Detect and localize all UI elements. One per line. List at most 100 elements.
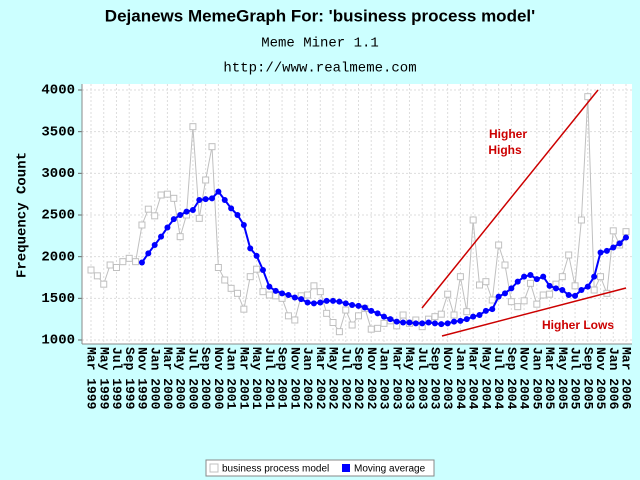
x-tick-label: Jan 2006 (606, 347, 621, 410)
chart-title: Dejanews MemeGraph For: 'business proces… (105, 6, 535, 25)
point (316, 288, 324, 296)
point (380, 313, 387, 320)
x-tick-label: Sep 2005 (580, 347, 595, 410)
point (539, 291, 547, 299)
point (202, 196, 209, 203)
point (482, 307, 489, 314)
point (157, 191, 165, 199)
y-tick-label: 1000 (41, 333, 75, 349)
x-tick-label: Jan 2002 (300, 347, 315, 410)
y-tick-label: 2000 (41, 249, 75, 265)
point (330, 297, 337, 304)
annotation: Higher Lows (542, 318, 614, 332)
point (266, 283, 273, 290)
x-tick-label: Mar 2002 (313, 347, 328, 410)
x-tick-label: Jan 2003 (377, 347, 392, 410)
point (572, 292, 579, 299)
point (470, 313, 477, 320)
x-tick-label: Jul 2000 (185, 347, 200, 410)
subtitle: http://www.realmeme.com (223, 61, 416, 77)
point (196, 197, 203, 203)
y-axis-label: Frequency Count (15, 152, 31, 278)
point (349, 302, 356, 308)
point (437, 310, 445, 318)
point (514, 303, 522, 311)
y-tick-label: 2500 (41, 208, 75, 224)
x-tick-label: Sep 2000 (198, 347, 213, 410)
point (106, 261, 114, 269)
point (367, 325, 375, 333)
point (451, 318, 458, 325)
point (546, 290, 554, 298)
point (170, 216, 177, 223)
x-tick-label: Nov 2004 (517, 347, 532, 410)
point (431, 313, 439, 321)
x-tick-label: Mar 2003 (389, 347, 404, 410)
point (399, 311, 407, 319)
point (412, 320, 419, 327)
point (400, 319, 407, 326)
x-tick-label: Mar 2000 (160, 347, 175, 410)
point (291, 294, 298, 301)
point (565, 292, 572, 298)
point (533, 300, 541, 308)
trend-line (441, 287, 627, 337)
point (488, 296, 496, 304)
point (158, 233, 165, 240)
point (259, 288, 267, 296)
point (559, 287, 566, 293)
point (189, 207, 196, 213)
point (514, 278, 521, 285)
x-tick-label: May 2005 (555, 347, 570, 410)
point (610, 244, 617, 251)
x-tick-label: Jul 2005 (568, 347, 583, 410)
point (482, 278, 490, 286)
point (456, 273, 464, 281)
point (125, 254, 133, 262)
point (577, 216, 585, 224)
point (565, 251, 573, 259)
x-tick-label: May 2001 (249, 347, 264, 410)
point (591, 273, 598, 280)
point (425, 319, 432, 326)
point (623, 234, 629, 241)
point (265, 291, 273, 299)
x-tick-label: Mar 1999 (84, 347, 99, 410)
point (323, 309, 331, 317)
point (489, 306, 496, 313)
x-tick-label: Nov 1999 (135, 347, 150, 410)
point (279, 290, 286, 297)
point (501, 290, 508, 297)
legend (205, 459, 435, 477)
x-tick-label: Nov 2001 (287, 347, 302, 410)
point (501, 261, 509, 269)
x-tick-label: Jan 2000 (147, 347, 162, 410)
point (590, 286, 598, 294)
point (348, 321, 356, 329)
point (214, 264, 222, 271)
point (457, 317, 464, 324)
point (329, 319, 337, 326)
legend-swatch (209, 463, 219, 473)
point (444, 320, 451, 327)
x-tick-label: Jul 1999 (109, 347, 124, 410)
point (323, 297, 330, 304)
x-tick-label: May 2004 (478, 347, 493, 410)
x-tick-label: Mar 2005 (542, 347, 557, 410)
point (240, 222, 247, 228)
point (189, 123, 197, 131)
x-tick-label: May 2003 (402, 347, 417, 410)
x-tick-label: Jul 2004 (491, 347, 506, 410)
point (495, 241, 503, 249)
y-tick-label: 4000 (41, 83, 75, 99)
point (144, 205, 152, 213)
point (177, 212, 184, 218)
point (310, 300, 317, 307)
x-tick-label: Nov 2005 (593, 347, 608, 410)
point (495, 293, 502, 300)
point (520, 297, 528, 305)
point (145, 250, 152, 257)
point (209, 195, 216, 202)
point (546, 282, 553, 289)
